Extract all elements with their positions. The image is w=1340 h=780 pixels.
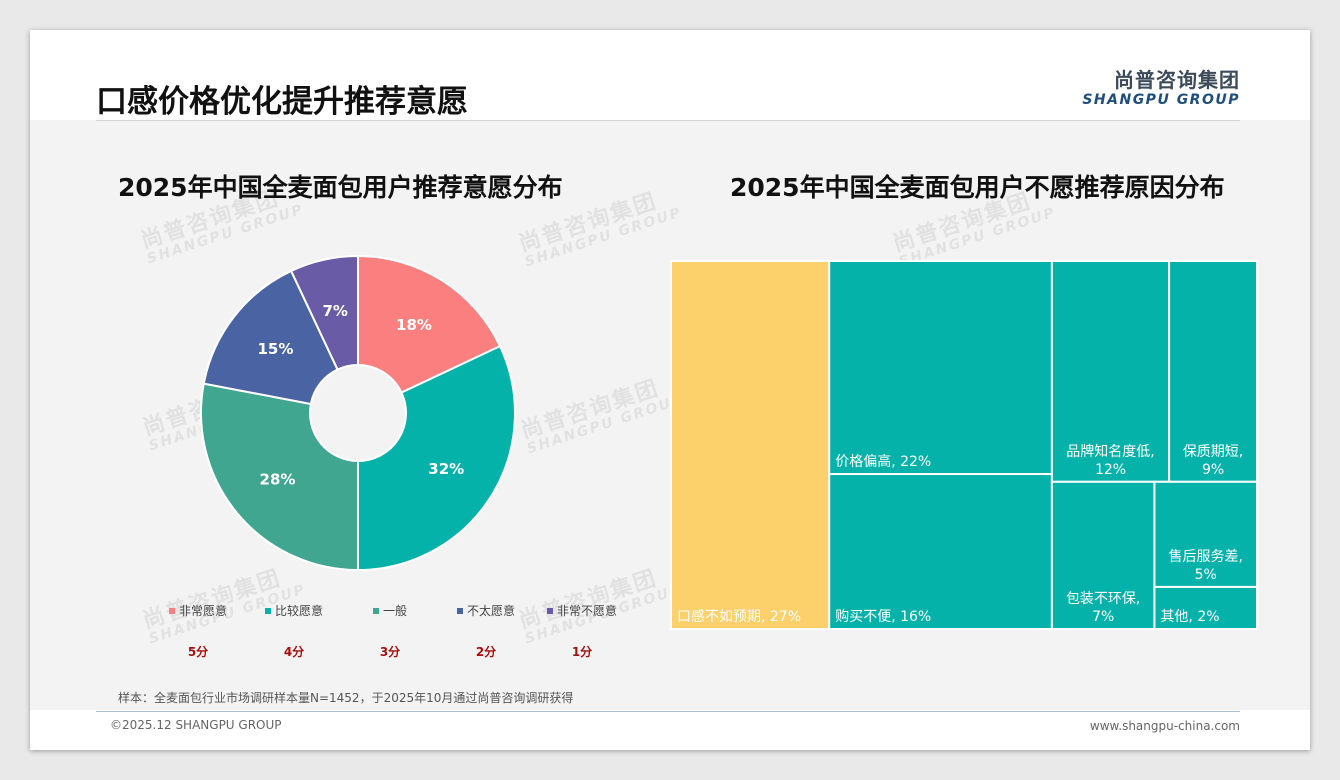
legend-label: 一般 bbox=[382, 604, 407, 618]
donut-slice bbox=[289, 254, 359, 371]
treemap-label: 购买不便, 16% bbox=[835, 609, 931, 625]
page-title: 口感价格优化提升推荐意愿 bbox=[96, 84, 468, 120]
donut-data-label: 15% bbox=[257, 340, 293, 358]
legend-swatch bbox=[546, 607, 553, 614]
treemap-label: 品牌知名度低, 12% bbox=[1066, 443, 1154, 478]
legend-swatch bbox=[372, 607, 379, 614]
treemap-label: 售后服务差, 5% bbox=[1168, 549, 1242, 583]
donut-data-label: 28% bbox=[260, 471, 296, 489]
treemap-cell bbox=[1050, 260, 1171, 483]
legend-label: 非常不愿意 bbox=[556, 604, 617, 618]
donut-slice bbox=[357, 344, 516, 572]
legend-item: 非常不愿意 bbox=[534, 602, 630, 619]
treemap-label: 其他, 2% bbox=[1160, 609, 1219, 625]
legend-item: 比较愿意 bbox=[246, 602, 342, 619]
treemap-cell bbox=[1168, 260, 1259, 483]
footer-website: www.shangpu-china.com bbox=[1089, 719, 1240, 733]
footer-divider bbox=[96, 711, 1240, 712]
donut-slice bbox=[357, 254, 502, 394]
treemap-cell bbox=[1153, 585, 1259, 631]
donut-chart-title: 2025年中国全麦面包用户推荐意愿分布 bbox=[118, 173, 563, 202]
treemap-cell bbox=[828, 260, 1053, 476]
header-divider bbox=[96, 120, 1240, 121]
treemap-label: 口感不如预期, 27% bbox=[677, 608, 801, 625]
legend-label: 不太愿意 bbox=[466, 604, 515, 618]
treemap-label: 包装不环保, 7% bbox=[1066, 591, 1140, 625]
logo-cn-text: 尚普咨询集团 bbox=[1114, 68, 1240, 92]
donut-data-label: 18% bbox=[396, 316, 432, 334]
donut-data-label: 7% bbox=[322, 302, 347, 320]
legend-swatch bbox=[168, 607, 175, 614]
donut-slice bbox=[200, 382, 359, 572]
legend-label: 比较愿意 bbox=[274, 604, 323, 618]
legend-swatch bbox=[264, 607, 271, 614]
legend-item: 一般 bbox=[342, 602, 438, 619]
treemap-cell bbox=[1050, 480, 1156, 630]
donut-slice bbox=[202, 269, 339, 406]
footer-copyright: ©2025.12 SHANGPU GROUP bbox=[110, 718, 282, 732]
score-label: 5分 bbox=[187, 645, 209, 659]
legend-item: 不太愿意 bbox=[438, 602, 534, 619]
treemap-label: 价格偏高, 22% bbox=[835, 453, 931, 470]
legend-item: 非常愿意 bbox=[150, 602, 246, 619]
treemap-chart-title: 2025年中国全麦面包用户不愿推荐原因分布 bbox=[730, 173, 1225, 202]
sample-note: 样本：全麦面包行业市场调研样本量N=1452，于2025年10月通过尚普咨询调研… bbox=[118, 691, 574, 705]
score-label: 1分 bbox=[571, 645, 593, 659]
treemap-label: 保质期短, 9% bbox=[1183, 444, 1243, 478]
logo-en-text: SHANGPU GROUP bbox=[1082, 92, 1240, 108]
slide: 口感价格优化提升推荐意愿 尚普咨询集团 SHANGPU GROUP 尚普咨询集团… bbox=[30, 30, 1310, 750]
score-label: 4分 bbox=[283, 645, 305, 659]
recommendation-donut-chart: 18% 32% 28% 15% 7% bbox=[200, 254, 516, 572]
legend-swatch bbox=[456, 607, 463, 614]
donut-data-label: 32% bbox=[428, 460, 464, 478]
score-label: 2分 bbox=[475, 645, 497, 659]
legend-label: 非常愿意 bbox=[178, 604, 227, 618]
treemap-cell bbox=[670, 260, 831, 630]
treemap-cell bbox=[828, 473, 1053, 630]
shangpu-logo: 尚普咨询集团 SHANGPU GROUP bbox=[1082, 64, 1240, 108]
score-label: 3分 bbox=[379, 645, 401, 659]
reasons-treemap-chart: 口感不如预期, 27% 价格偏高, 22% 购买不便, 16% 品牌知名度低, 12% 保… bbox=[670, 260, 1259, 631]
